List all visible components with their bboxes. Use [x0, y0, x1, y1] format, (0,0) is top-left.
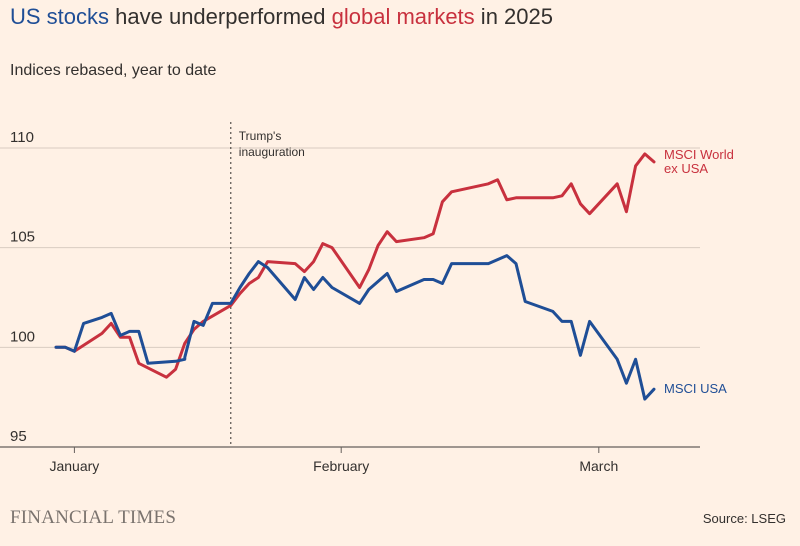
y-tick-label: 105: [10, 229, 35, 246]
title-global-part: global markets: [331, 4, 475, 29]
chart-subtitle: Indices rebased, year to date: [10, 62, 217, 79]
annotation-label: inauguration: [239, 145, 305, 159]
msci-usa-label: MSCI USA: [664, 381, 727, 396]
y-tick-label: 110: [10, 129, 34, 146]
title-end-part: in 2025: [474, 4, 553, 29]
x-tick-label: January: [49, 458, 99, 474]
source-note: Source: LSEG: [702, 511, 786, 526]
msci-world-ex-usa-label: ex USA: [664, 161, 708, 176]
chart-title: US stocks have underperformed global mar…: [10, 4, 553, 30]
msci-world-ex-usa-label: MSCI World: [664, 147, 734, 162]
title-us-part: US stocks: [10, 4, 110, 29]
x-tick-label: February: [313, 458, 369, 474]
annotation-label: Trump's: [239, 129, 282, 143]
ft-logo: FINANCIAL TIMES: [10, 507, 177, 528]
x-tick-label: March: [579, 458, 618, 474]
msci-world-ex-usa-line: [54, 152, 656, 379]
msci-usa-line: [54, 254, 656, 401]
title-middle-part: have underperformed: [109, 4, 332, 29]
y-tick-label: 95: [10, 428, 27, 445]
y-tick-label: 100: [10, 328, 35, 345]
